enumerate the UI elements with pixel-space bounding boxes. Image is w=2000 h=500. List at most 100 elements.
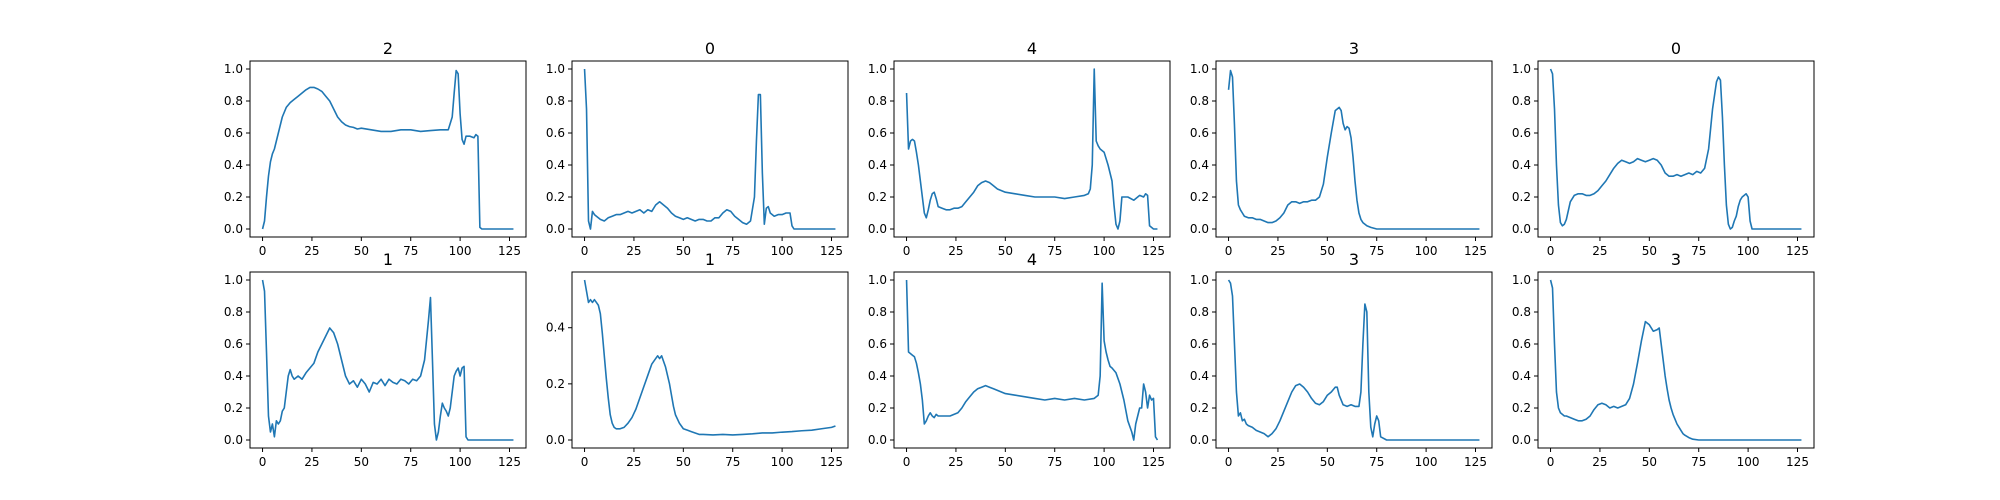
- x-tick-label: 25: [1270, 244, 1285, 258]
- y-tick-label: 0.0: [224, 222, 243, 236]
- axes-frame: [249, 271, 527, 449]
- x-tick-label: 50: [1320, 244, 1335, 258]
- subplot-title: 3: [1349, 39, 1359, 58]
- y-tick-label: 0.4: [224, 369, 243, 383]
- y-tick-label: 0.2: [224, 401, 243, 415]
- x-tick-label: 100: [771, 244, 794, 258]
- y-tick-label: 0.0: [1190, 433, 1209, 447]
- y-tick-label: 0.2: [1512, 190, 1531, 204]
- axes-frame: [1215, 60, 1493, 238]
- y-tick-label: 1.0: [224, 62, 243, 76]
- subplot-title: 4: [1027, 250, 1037, 269]
- x-tick-label: 50: [998, 455, 1013, 469]
- y-tick-label: 0.2: [546, 377, 565, 391]
- x-tick-label: 0: [1547, 455, 1555, 469]
- x-tick-label: 100: [449, 455, 472, 469]
- y-tick-label: 0.8: [1512, 94, 1531, 108]
- x-tick-label: 125: [1786, 455, 1809, 469]
- x-tick-label: 125: [1142, 244, 1165, 258]
- y-tick-label: 0.4: [224, 158, 243, 172]
- x-tick-label: 50: [354, 244, 369, 258]
- y-tick-label: 0.0: [1512, 222, 1531, 236]
- x-tick-label: 125: [1464, 455, 1487, 469]
- y-tick-label: 1.0: [1190, 62, 1209, 76]
- series-line: [261, 69, 514, 230]
- y-tick-label: 0.0: [1512, 433, 1531, 447]
- x-tick-label: 100: [1093, 244, 1116, 258]
- axes-frame: [893, 271, 1171, 449]
- subplot-7: 0 25 50 75 100 125 0.0 0.2 0.4 1: [546, 250, 849, 469]
- y-tick-label: 0.0: [868, 433, 887, 447]
- x-tick-label: 0: [259, 244, 267, 258]
- x-tick-label: 25: [304, 244, 319, 258]
- subplot-title: 1: [383, 250, 393, 269]
- y-tick-label: 0.2: [224, 190, 243, 204]
- y-tick-label: 0.8: [1190, 94, 1209, 108]
- series-line: [1549, 68, 1802, 230]
- series-line: [583, 279, 836, 436]
- subplot-2: 0 25 50 75 100 125 0.0 0.2 0.4 0.6 0.8 1.0 0: [546, 39, 849, 258]
- y-tick-label: 0.0: [546, 222, 565, 236]
- axes-frame: [1215, 271, 1493, 449]
- y-tick-label: 0.0: [868, 222, 887, 236]
- subplot-9: 0 25 50 75 100 125 0.0 0.2 0.4 0.6 0.8 1.0 3: [1190, 250, 1493, 469]
- subplot-title: 3: [1671, 250, 1681, 269]
- y-tick-label: 0.8: [1512, 305, 1531, 319]
- x-tick-label: 0: [1547, 244, 1555, 258]
- x-tick-label: 0: [903, 455, 911, 469]
- x-tick-label: 0: [1225, 244, 1233, 258]
- series-line: [1227, 279, 1480, 441]
- x-tick-label: 75: [1691, 244, 1706, 258]
- x-tick-label: 25: [626, 244, 641, 258]
- y-tick-label: 0.4: [868, 158, 887, 172]
- x-tick-label: 100: [1093, 455, 1116, 469]
- x-tick-label: 100: [771, 455, 794, 469]
- x-tick-label: 25: [948, 455, 963, 469]
- x-tick-label: 50: [1642, 455, 1657, 469]
- axes-frame: [249, 60, 527, 238]
- axes-frame: [1537, 60, 1815, 238]
- x-tick-label: 50: [676, 455, 691, 469]
- y-tick-label: 0.6: [224, 337, 243, 351]
- x-tick-label: 100: [1415, 244, 1438, 258]
- x-tick-label: 75: [1369, 455, 1384, 469]
- y-tick-label: 0.6: [1512, 126, 1531, 140]
- x-tick-label: 75: [725, 244, 740, 258]
- x-tick-label: 50: [1320, 455, 1335, 469]
- subplot-title: 4: [1027, 39, 1037, 58]
- y-tick-label: 0.8: [224, 94, 243, 108]
- y-tick-label: 1.0: [868, 62, 887, 76]
- x-tick-label: 75: [725, 455, 740, 469]
- series-line: [1227, 69, 1480, 230]
- x-tick-label: 0: [903, 244, 911, 258]
- y-tick-label: 0.8: [868, 94, 887, 108]
- y-tick-label: 0.0: [1190, 222, 1209, 236]
- y-tick-label: 0.6: [868, 126, 887, 140]
- x-tick-label: 125: [498, 244, 521, 258]
- y-tick-label: 0.4: [1512, 158, 1531, 172]
- axes-frame: [1537, 271, 1815, 449]
- subplot-6: 0 25 50 75 100 125 0.0 0.2 0.4 0.6 0.8 1.0 1: [224, 250, 527, 469]
- x-tick-label: 75: [403, 455, 418, 469]
- y-tick-label: 0.2: [868, 401, 887, 415]
- subplot-title: 2: [383, 39, 393, 58]
- y-tick-label: 0.6: [224, 126, 243, 140]
- x-tick-label: 0: [581, 455, 589, 469]
- series-line: [583, 68, 836, 230]
- x-tick-label: 0: [259, 455, 267, 469]
- y-tick-label: 1.0: [1190, 273, 1209, 287]
- x-tick-label: 75: [1691, 455, 1706, 469]
- y-tick-label: 1.0: [1512, 273, 1531, 287]
- series-line: [905, 68, 1158, 230]
- x-tick-label: 75: [1047, 244, 1062, 258]
- y-tick-label: 0.8: [1190, 305, 1209, 319]
- x-tick-label: 0: [1225, 455, 1233, 469]
- x-tick-label: 75: [403, 244, 418, 258]
- y-tick-label: 0.8: [868, 305, 887, 319]
- subplot-1: 0 25 50 75 100 125 0.0 0.2 0.4 0.6 0.8 1.0 2: [224, 39, 527, 258]
- series-line: [905, 279, 1159, 441]
- x-tick-label: 25: [304, 455, 319, 469]
- y-tick-label: 0.4: [1190, 369, 1209, 383]
- y-tick-label: 0.2: [1512, 401, 1531, 415]
- x-tick-label: 0: [581, 244, 589, 258]
